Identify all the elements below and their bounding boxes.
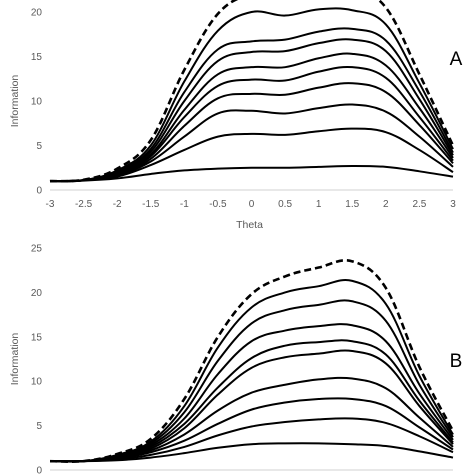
y-tick-label-b: 20 bbox=[31, 288, 43, 299]
series-line-a-6 bbox=[49, 52, 454, 183]
panel-label-b: B bbox=[450, 351, 463, 372]
x-tick-label-a: 0 bbox=[249, 199, 255, 210]
panel-label-a: A bbox=[450, 49, 463, 70]
x-tick-label-a: -1.5 bbox=[142, 199, 160, 210]
x-tick-label-a: -2 bbox=[113, 199, 122, 210]
x-tick-label-a: 2 bbox=[383, 199, 389, 210]
x-tick-label-a: 2.5 bbox=[412, 199, 426, 210]
x-tick-label-a: 1 bbox=[316, 199, 322, 210]
x-tick-label-a: -1 bbox=[180, 199, 189, 210]
y-tick-label-a: 20 bbox=[31, 8, 43, 19]
y-tick-label-b: 15 bbox=[31, 332, 43, 343]
dashed-series-line-a-10 bbox=[49, 0, 455, 183]
series-line-b-3 bbox=[49, 397, 454, 463]
panel-a: 0 5 10 15 20 -3 -2.5 -2 -1.5 -1 -0.5 0 0.5 1 1.5 2 2.5 3 T… bbox=[9, 0, 463, 231]
y-axis-title-a: Information bbox=[9, 75, 21, 128]
x-tick-label-a: -0.5 bbox=[209, 199, 227, 210]
y-tick-label-a: 0 bbox=[36, 186, 42, 197]
y-tick-label-a: 5 bbox=[36, 141, 42, 152]
series-line-a-3 bbox=[49, 103, 454, 183]
dashed-series-line-b-10 bbox=[49, 259, 455, 463]
x-tick-label-a: -2.5 bbox=[75, 199, 93, 210]
series-line-a-4 bbox=[49, 82, 454, 183]
series-line-b-8 bbox=[49, 299, 454, 463]
series-line-a-1 bbox=[49, 164, 454, 183]
series-line-a-5 bbox=[49, 65, 454, 183]
y-tick-label-a: 15 bbox=[31, 52, 43, 63]
y-axis-title-b: Information bbox=[9, 333, 21, 386]
y-tick-label-a: 10 bbox=[31, 97, 43, 108]
x-tick-label-a: 1.5 bbox=[345, 199, 359, 210]
y-tick-label-b: 0 bbox=[36, 466, 42, 474]
y-tick-label-b: 10 bbox=[31, 377, 43, 388]
y-tick-label-b: 5 bbox=[36, 421, 42, 432]
y-tick-label-b: 25 bbox=[31, 244, 43, 255]
x-tick-label-a: 0.5 bbox=[278, 199, 292, 210]
x-axis-title-a: Theta bbox=[236, 219, 263, 231]
x-tick-label-a: -3 bbox=[46, 199, 55, 210]
panel-b: 0 5 10 15 20 25 Information B bbox=[9, 244, 462, 474]
x-tick-label-a: 3 bbox=[450, 199, 456, 210]
series-line-a-9 bbox=[49, 7, 454, 183]
series-line-b-4 bbox=[49, 376, 454, 463]
